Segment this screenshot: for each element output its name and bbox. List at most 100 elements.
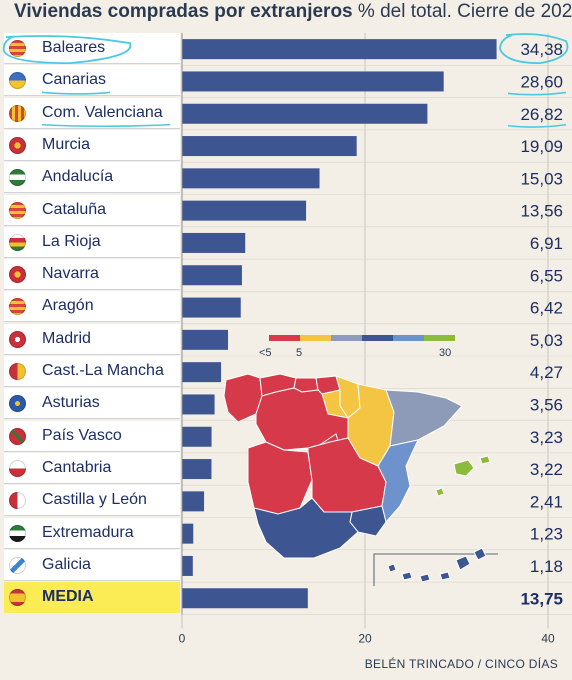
category-label: Cast.-La Mancha bbox=[42, 362, 164, 379]
bar-value-label: 3,56 bbox=[530, 395, 563, 414]
legend-swatch bbox=[362, 335, 393, 341]
category-label: Cantabria bbox=[42, 458, 112, 476]
bar bbox=[182, 362, 222, 383]
chart-credit: BELÉN TRINCADO / CINCO DÍAS bbox=[364, 657, 558, 671]
category-label: Galicia bbox=[42, 555, 91, 573]
category-row: Com. Valenciana bbox=[4, 97, 180, 129]
bar-value-label: 6,55 bbox=[530, 266, 563, 285]
annotation-underline bbox=[41, 123, 171, 128]
annotation-circle bbox=[499, 33, 569, 65]
bar bbox=[182, 71, 444, 92]
category-row: Cataluña bbox=[4, 194, 180, 226]
category-row: Castilla y León bbox=[4, 485, 180, 517]
bar bbox=[182, 523, 194, 544]
bar bbox=[182, 394, 215, 415]
region-flag-icon bbox=[9, 492, 26, 510]
legend-label: 5 bbox=[296, 347, 302, 359]
category-row: Murcia bbox=[4, 129, 180, 161]
region-flag-icon bbox=[9, 589, 26, 607]
category-row: Extremadura bbox=[4, 517, 180, 549]
bar-value-label: 15,03 bbox=[520, 169, 563, 188]
bar bbox=[182, 103, 428, 124]
map-region-extremadura bbox=[247, 441, 313, 515]
bar-value-label: 26,82 bbox=[520, 105, 563, 124]
category-label: Canarias bbox=[42, 71, 107, 89]
category-row: Canarias bbox=[4, 65, 180, 97]
category-row: Galicia bbox=[4, 549, 180, 581]
region-flag-icon bbox=[9, 266, 26, 284]
bar-value-label: 28,60 bbox=[520, 72, 563, 91]
category-label: Andalucía bbox=[42, 168, 114, 186]
bar-value-label: 4,27 bbox=[530, 363, 563, 382]
spain-map-svg bbox=[223, 373, 498, 586]
category-row: Navarra bbox=[4, 259, 180, 291]
bar-value-label: 2,41 bbox=[530, 492, 563, 511]
region-flag-icon bbox=[9, 40, 26, 57]
annotation-circle bbox=[2, 35, 132, 65]
map-legend: <5 5 30 bbox=[255, 333, 475, 363]
bar bbox=[182, 588, 308, 609]
legend-swatch bbox=[300, 335, 331, 341]
region-flag-icon bbox=[9, 104, 26, 122]
bar bbox=[182, 200, 307, 221]
bar-value-label: 6,42 bbox=[530, 299, 563, 318]
chart-title-main: Viviendas compradas por extranjeros bbox=[14, 1, 353, 22]
category-label: MEDIA bbox=[42, 588, 94, 606]
bar-value-label: 3,23 bbox=[530, 428, 563, 447]
bar bbox=[182, 555, 193, 576]
x-tick-label: 20 bbox=[358, 631, 372, 645]
bar bbox=[182, 459, 212, 480]
map-region-baleares bbox=[435, 455, 491, 497]
category-label: Com. Valenciana bbox=[42, 103, 163, 121]
category-label: País Vasco bbox=[42, 426, 122, 444]
category-row: La Rioja bbox=[4, 226, 180, 258]
bar-value-label: 34,38 bbox=[520, 40, 563, 59]
chart-title-subtitle: % del total. Cierre de 2022 bbox=[352, 1, 572, 22]
bar bbox=[182, 297, 241, 318]
bar-value-label: 13,75 bbox=[520, 589, 563, 608]
region-flag-icon bbox=[9, 169, 26, 187]
annotation-underline bbox=[507, 91, 567, 96]
category-label: Cataluña bbox=[42, 200, 107, 218]
map-legend-scale: <5 5 30 bbox=[259, 335, 455, 359]
category-row: MEDIA bbox=[4, 582, 180, 614]
category-label: Murcia bbox=[42, 135, 91, 153]
map-region-andalucia bbox=[253, 497, 359, 559]
region-flag-icon bbox=[9, 556, 26, 574]
category-row: Madrid bbox=[4, 323, 180, 355]
annotation-underline bbox=[41, 91, 111, 95]
bar bbox=[182, 329, 229, 350]
bar bbox=[182, 265, 242, 286]
region-flag-icon bbox=[9, 201, 26, 219]
region-flag-icon bbox=[9, 298, 26, 316]
legend-swatch bbox=[393, 335, 424, 341]
category-row: Cast.-La Mancha bbox=[4, 356, 180, 387]
canarias-inset-frame bbox=[373, 553, 498, 586]
map-region-canarias bbox=[387, 547, 487, 583]
legend-swatch bbox=[424, 335, 455, 341]
x-tick-label: 0 bbox=[179, 631, 186, 645]
map-region-castilla-leon bbox=[255, 387, 349, 451]
region-flag-icon bbox=[9, 330, 26, 348]
bar bbox=[182, 491, 205, 512]
bar-value-label: 6,91 bbox=[530, 234, 563, 253]
region-flag-icon bbox=[9, 72, 26, 90]
category-label: Navarra bbox=[42, 265, 99, 283]
x-tick-label: 40 bbox=[541, 631, 555, 645]
region-flag-icon bbox=[9, 427, 26, 445]
region-flag-icon bbox=[9, 459, 26, 477]
category-label: Castilla y León bbox=[42, 491, 147, 509]
bar-value-label: 3,22 bbox=[530, 460, 563, 479]
category-row: Aragón bbox=[4, 291, 180, 323]
bar-value-label: 1,23 bbox=[530, 525, 563, 544]
category-row: Andalucía bbox=[4, 162, 180, 194]
chart-title: Viviendas compradas por extranjeros % de… bbox=[14, 1, 572, 23]
legend-label: 30 bbox=[439, 347, 451, 359]
map-region-com-valenciana bbox=[377, 439, 419, 524]
category-label: Extremadura bbox=[42, 523, 134, 541]
category-label: Aragón bbox=[42, 297, 94, 315]
bar bbox=[182, 232, 246, 253]
bar-value-label: 13,56 bbox=[520, 202, 563, 221]
category-row: País Vasco bbox=[4, 420, 180, 452]
region-flag-icon bbox=[9, 395, 26, 413]
